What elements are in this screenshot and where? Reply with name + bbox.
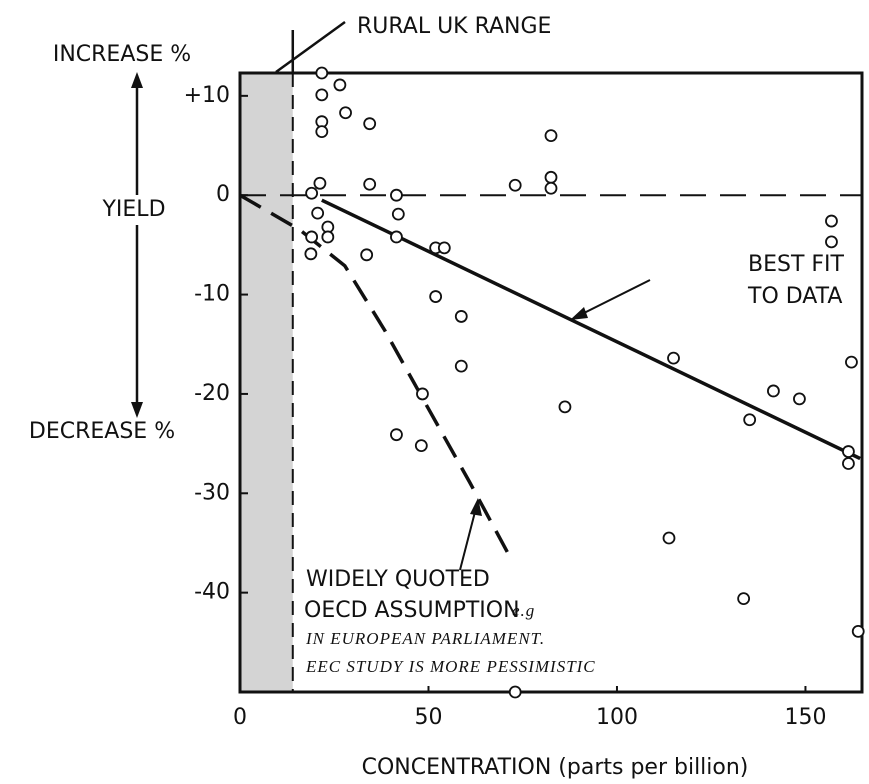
- data-point: [363, 177, 377, 191]
- data-point: [793, 392, 806, 406]
- data-point: [360, 248, 374, 262]
- x-tick-label: 50: [414, 705, 442, 730]
- data-point: [743, 413, 757, 427]
- arrow-head: [570, 307, 588, 320]
- range-pointer: [275, 20, 346, 74]
- y-label: YIELD: [101, 197, 165, 222]
- data-point: [414, 439, 428, 452]
- y-tick-label: -20: [194, 381, 230, 406]
- oecd-pointer: [459, 507, 477, 571]
- arrow-head-up: [131, 72, 143, 88]
- x-label: CONCENTRATION (parts per billion): [362, 755, 749, 780]
- oecd-note: EEC STUDY IS MORE PESSIMISTIC: [305, 657, 596, 676]
- data-point: [508, 685, 522, 699]
- data-point: [429, 290, 443, 303]
- data-point: [390, 230, 403, 244]
- y-label-top: INCREASE %: [53, 42, 191, 67]
- data-point: [544, 170, 558, 184]
- oecd-label: OECD ASSUMPTION: [304, 598, 520, 623]
- arrow-head-down: [131, 402, 143, 418]
- data-point: [454, 310, 468, 323]
- data-point: [315, 88, 329, 102]
- line-series: [321, 198, 861, 461]
- data-point: [315, 125, 329, 139]
- oecd-note: e.g: [512, 601, 535, 620]
- data-point: [662, 531, 676, 545]
- line-series: [239, 193, 509, 553]
- data-point: [842, 457, 855, 470]
- data-point: [363, 117, 377, 131]
- data-point: [851, 624, 865, 638]
- data-point: [416, 387, 429, 401]
- data-point: [437, 241, 451, 255]
- data-point: [544, 181, 558, 195]
- data-point: [667, 351, 680, 365]
- data-point: [390, 188, 403, 202]
- data-point: [845, 355, 858, 369]
- best-fit-label: TO DATA: [747, 284, 842, 309]
- data-point: [454, 359, 468, 373]
- y-label-bottom: DECREASE %: [29, 419, 175, 444]
- x-tick-label: 100: [596, 705, 638, 730]
- data-point: [737, 592, 751, 606]
- rural-range: [240, 73, 293, 692]
- data-point: [313, 176, 327, 190]
- best-fit-pointer: [577, 279, 651, 317]
- data-point: [558, 400, 572, 414]
- data-point: [842, 445, 855, 458]
- best-fit-label: BEST FIT: [748, 252, 845, 277]
- y-label-bg: [95, 195, 179, 225]
- data-point: [825, 235, 838, 249]
- data-point: [333, 78, 347, 92]
- oecd-note: IN EUROPEAN PARLIAMENT.: [305, 629, 545, 648]
- y-tick-label: 0: [216, 182, 230, 207]
- y-tick-label: +10: [184, 83, 230, 108]
- data-point: [390, 428, 403, 442]
- data-point: [544, 129, 558, 142]
- data-point: [767, 384, 780, 398]
- data-point: [304, 247, 318, 261]
- x-tick-label: 150: [784, 705, 826, 730]
- data-point: [508, 178, 522, 192]
- rural-range-label: RURAL UK RANGE: [357, 14, 551, 39]
- x-tick-label: 0: [233, 705, 247, 730]
- oecd-label: WIDELY QUOTED: [306, 567, 490, 592]
- data-point: [305, 186, 319, 200]
- plot-frame: [238, 71, 864, 694]
- data-point: [391, 207, 405, 221]
- data-point: [339, 106, 352, 120]
- data-point: [315, 66, 329, 80]
- data-point: [321, 230, 335, 244]
- y-tick-label: -40: [194, 580, 230, 605]
- data-point: [311, 206, 325, 220]
- data-point: [825, 214, 838, 228]
- y-tick-label: -10: [194, 282, 230, 307]
- data-point: [305, 230, 319, 244]
- y-tick-label: -30: [194, 480, 230, 505]
